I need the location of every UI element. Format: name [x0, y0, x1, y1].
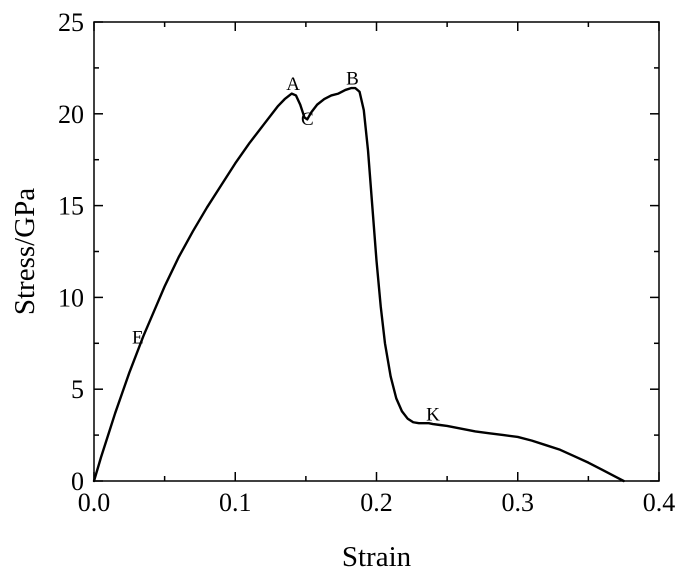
x-tick-label: 0.0	[78, 488, 111, 517]
y-tick-label: 15	[58, 192, 84, 221]
plot-frame	[93, 21, 660, 482]
stress-strain-line	[92, 86, 625, 483]
y-tick-label: 10	[58, 283, 84, 312]
x-tick-label: 0.2	[360, 488, 393, 517]
x-axis-title: Strain	[342, 541, 412, 573]
x-tick-label: 0.4	[643, 488, 676, 517]
annotation-e: E	[132, 327, 144, 348]
y-tick-label: 20	[58, 100, 84, 129]
annotation-c: C	[301, 109, 314, 130]
y-axis-title: Stress/GPa	[9, 188, 41, 315]
tick-labels: 0.0 0.1 0.2 0.3 0.4 0 5 10 15 20 25	[58, 8, 675, 517]
y-tick-label: 5	[71, 375, 84, 404]
annotation-k: K	[426, 404, 440, 425]
annotation-b: B	[346, 68, 359, 89]
y-tick-label: 25	[58, 8, 84, 37]
x-tick-label: 0.3	[502, 488, 535, 517]
annotation-a: A	[286, 74, 300, 95]
y-tick-label: 0	[71, 467, 84, 496]
point-annotations: A B C E K	[132, 68, 440, 425]
x-tick-label: 0.1	[219, 488, 252, 517]
